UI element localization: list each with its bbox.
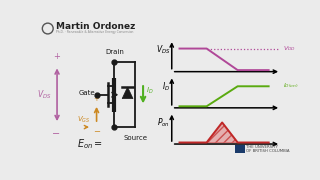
Text: +: + xyxy=(94,96,100,102)
Text: $P_{on}$: $P_{on}$ xyxy=(157,116,170,129)
Text: $I_D$: $I_D$ xyxy=(162,80,170,93)
Text: Drain: Drain xyxy=(106,49,124,55)
Text: Source: Source xyxy=(123,135,147,141)
Text: +: + xyxy=(53,52,60,61)
Text: −: − xyxy=(93,127,100,136)
Text: $V_{GS}$: $V_{GS}$ xyxy=(77,115,91,125)
Text: $E_{on}=$: $E_{on}=$ xyxy=(77,137,103,151)
Text: $I_D$: $I_D$ xyxy=(146,86,154,96)
Text: $I_{D(on)}$: $I_{D(on)}$ xyxy=(283,82,298,90)
Polygon shape xyxy=(122,87,133,99)
Text: $V_{DS}$: $V_{DS}$ xyxy=(37,89,52,101)
Text: −: − xyxy=(52,129,60,139)
FancyBboxPatch shape xyxy=(235,145,244,152)
Text: Gate: Gate xyxy=(78,90,95,96)
Text: OF BRITISH COLUMBIA: OF BRITISH COLUMBIA xyxy=(246,149,290,153)
Text: Martin Ordonez: Martin Ordonez xyxy=(55,22,135,32)
Text: $V_{DS}$: $V_{DS}$ xyxy=(156,44,170,56)
Text: THE UNIVERSITY: THE UNIVERSITY xyxy=(246,145,278,149)
Text: $V_{DD}$: $V_{DD}$ xyxy=(283,44,295,53)
Text: Ph.D. · Renewable & Alternative Energy Conversion: Ph.D. · Renewable & Alternative Energy C… xyxy=(55,30,133,34)
